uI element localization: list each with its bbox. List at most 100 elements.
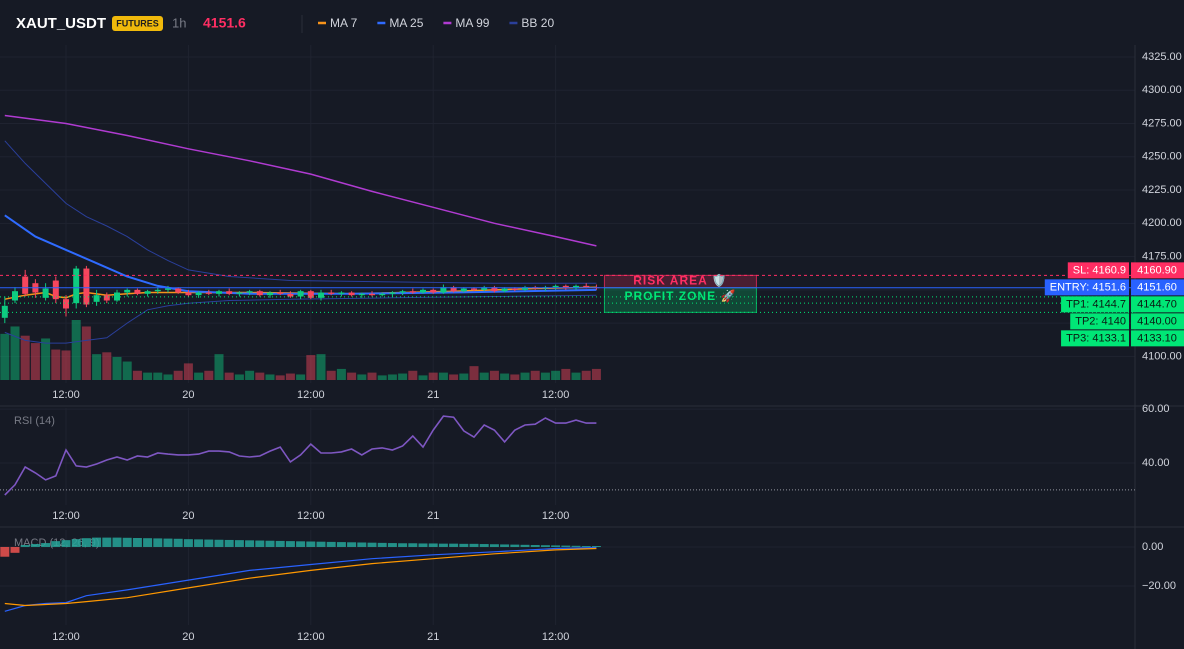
volume-bar [41, 338, 51, 380]
volume-bar [132, 370, 142, 380]
grid-layer [0, 45, 1135, 625]
histogram-bar [285, 541, 295, 547]
level-axis-bg [1131, 296, 1184, 313]
volume-bar [428, 372, 438, 380]
volume-bar [0, 333, 10, 380]
zone-label: RISK AREA 🛡️ [633, 274, 727, 288]
x-tick-label: 12:00 [542, 631, 570, 643]
volume-bar [214, 354, 224, 380]
candle-body [389, 292, 396, 294]
candle-body [267, 292, 274, 296]
volume-bar [530, 370, 540, 380]
volume-bar [224, 372, 234, 380]
y-tick-label: 4175.00 [1142, 250, 1182, 262]
volume-bar [581, 370, 591, 380]
pane-title: RSI (14) [14, 415, 55, 427]
candle-body [358, 293, 365, 296]
x-tick-label: 12:00 [542, 510, 570, 522]
volume-bar [316, 354, 326, 380]
volume-bar [285, 373, 295, 380]
histogram-bar [306, 541, 316, 547]
volume-bar [326, 370, 336, 380]
histogram-bar [367, 542, 377, 547]
volume-bar [418, 375, 428, 380]
volume-bar [143, 372, 153, 380]
histogram-bar [153, 538, 163, 547]
volume-bar [30, 343, 40, 380]
histogram-bar [30, 544, 40, 547]
histogram-bar [336, 542, 346, 547]
candle-body [11, 291, 18, 301]
histogram-bar [61, 540, 71, 547]
candle-body [236, 292, 243, 294]
candle-body [369, 293, 376, 296]
volume-bar [336, 368, 346, 380]
x-tick-label: 20 [182, 510, 194, 522]
volume-bar [71, 320, 81, 380]
volume-bar [183, 363, 193, 380]
volume-bar [479, 372, 489, 380]
candle-body [205, 292, 212, 294]
candle-body [348, 292, 355, 296]
level-label: SL: 4160.9 [1073, 264, 1126, 276]
candle-body [307, 291, 314, 298]
histogram-bar [377, 542, 387, 547]
level-axis-label: 4151.60 [1137, 281, 1177, 293]
volume-bar [265, 374, 275, 380]
histogram-bar [591, 545, 601, 547]
x-tick-label: 20 [182, 631, 194, 643]
volume-bar [194, 372, 204, 380]
y-tick-label: 0.00 [1142, 541, 1163, 553]
x-tick-label: 21 [427, 631, 439, 643]
volume-bar [489, 370, 499, 380]
candle-body [430, 289, 437, 293]
volume-bar [398, 373, 408, 380]
candle-body [93, 295, 100, 302]
histogram-bar [428, 543, 438, 547]
volume-bar [551, 370, 561, 380]
candle-body [195, 292, 202, 296]
x-tick-label: 12:00 [52, 631, 80, 643]
level-label-bg [1070, 313, 1129, 330]
candle-body [522, 287, 529, 290]
volume-bar [296, 374, 306, 380]
macd-line [4, 547, 597, 612]
histogram-bar [92, 537, 102, 547]
histogram-bar [326, 541, 336, 547]
volume-bar [122, 361, 132, 380]
candle-body [52, 280, 59, 300]
y-tick-label: 4100.00 [1142, 350, 1182, 362]
volume-bar [520, 372, 530, 380]
volume-bar [234, 374, 244, 380]
volume-bar [306, 355, 316, 380]
y-tick-label: 4200.00 [1142, 217, 1182, 229]
level-axis-label: 4144.70 [1137, 298, 1177, 310]
volume-bar [81, 326, 91, 380]
zone-label: PROFIT ZONE 🚀 [624, 289, 736, 303]
histogram-bar [469, 543, 479, 547]
histogram-bar [551, 545, 561, 547]
level-axis-bg [1131, 279, 1184, 296]
volume-bar [459, 373, 469, 380]
level-label-bg [1061, 296, 1129, 313]
y-tick-label: 4300.00 [1142, 84, 1182, 96]
histogram-bar [357, 542, 367, 547]
histogram-bar [163, 538, 173, 547]
histogram-bar [316, 541, 326, 547]
histogram-bar [51, 541, 61, 547]
level-axis-label: 4140.00 [1137, 315, 1177, 327]
candle-body [328, 292, 335, 294]
volume-bar [275, 375, 285, 380]
x-tick-label: 12:00 [52, 510, 80, 522]
volume-bar [438, 372, 448, 380]
y-tick-label: 4325.00 [1142, 51, 1182, 63]
rsi-line [4, 415, 597, 496]
indicator-line [4, 114, 597, 247]
histogram-bar [520, 544, 530, 547]
candle-body [297, 291, 304, 297]
legend-label: BB 20 [521, 16, 554, 30]
volume-bar [112, 356, 122, 380]
level-label: TP1: 4144.7 [1066, 298, 1126, 310]
candle-body [226, 291, 233, 294]
volume-bar [540, 372, 550, 380]
